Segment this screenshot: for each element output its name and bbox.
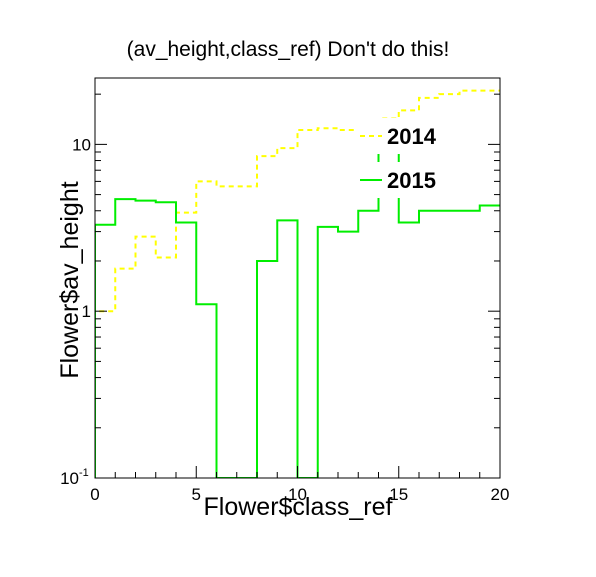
x-tick-label: 15 [389,485,408,504]
x-tick-label: 5 [192,485,201,504]
legend-label-2014: 2014 [387,124,437,149]
x-tick-label: 0 [90,485,99,504]
legend-bg-2014 [356,118,476,154]
series-2014-line [95,89,500,478]
series-2015-line [95,119,500,478]
y-tick-label: 1 [82,302,91,321]
y-axis-label: Flower$av_height [56,181,84,378]
y-tick-exponent: -1 [79,467,89,479]
legend: 2014 2015 [356,118,476,198]
x-axis-label: Flower$class_ref [204,493,393,521]
y-tick-label: 10 [60,469,79,488]
legend-label-2015: 2015 [387,168,436,193]
series-layer [95,89,500,478]
chart-title: (av_height,class_ref) Don't do this! [127,38,450,61]
x-tick-label: 20 [491,485,510,504]
y-tick-label: 10 [72,135,91,154]
x-tick-label: 10 [288,485,307,504]
